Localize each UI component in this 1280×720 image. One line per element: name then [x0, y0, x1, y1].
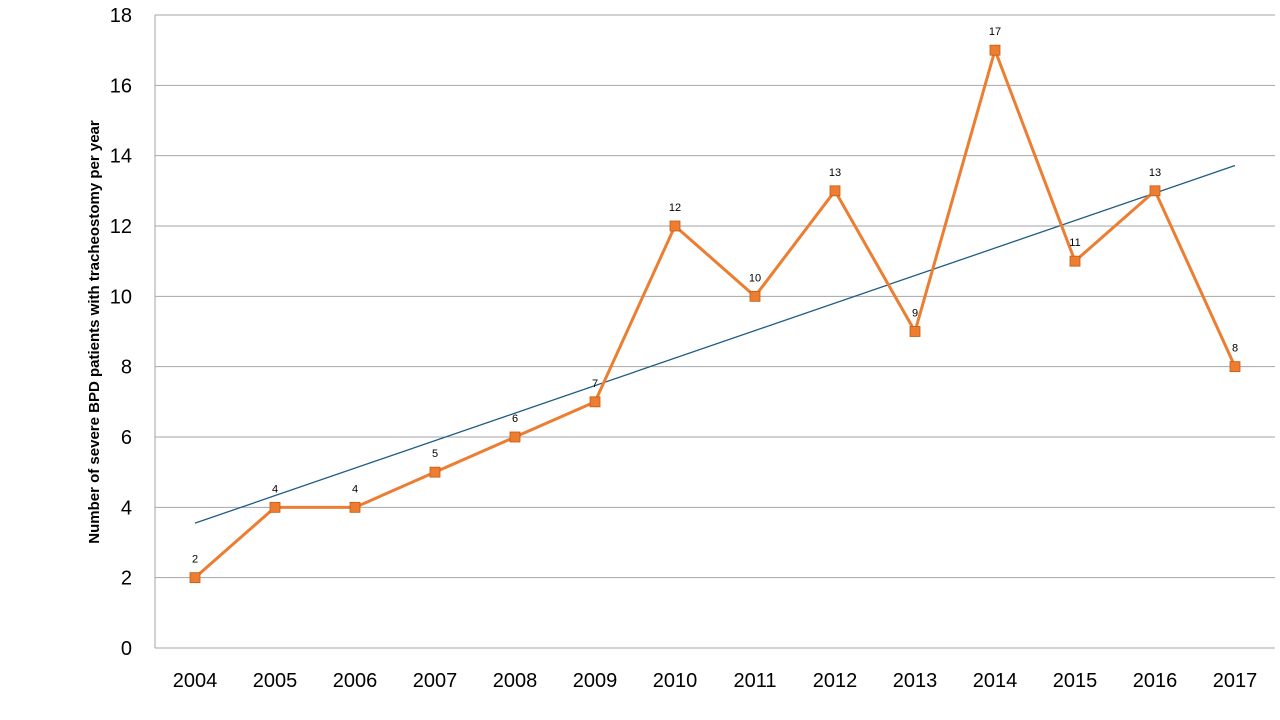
y-tick-label: 10 — [110, 286, 132, 308]
y-tick-label: 18 — [110, 5, 132, 27]
x-tick-label: 2005 — [253, 670, 298, 692]
series-layer — [189, 44, 1241, 584]
data-point-marker — [189, 572, 201, 584]
data-label: 13 — [1149, 167, 1161, 179]
x-tick-label: 2007 — [413, 670, 458, 692]
data-label: 2 — [192, 554, 198, 566]
x-tick-label: 2011 — [733, 670, 776, 692]
data-point-marker — [429, 466, 441, 478]
trendline — [194, 164, 1236, 524]
trendline-layer — [194, 164, 1236, 524]
data-labels: 2 4 4 5 6 7 12 10 13 9 17 11 13 8 — [192, 26, 1238, 566]
y-tick-label: 14 — [110, 146, 132, 168]
data-label: 10 — [749, 272, 761, 284]
data-label: 7 — [592, 378, 598, 390]
data-point-marker — [989, 44, 1001, 56]
series-line — [194, 48, 1237, 579]
x-tick-label: 2017 — [1213, 670, 1258, 692]
y-tick-label: 0 — [121, 638, 132, 660]
y-tick-label: 2 — [121, 568, 132, 590]
x-tick-label: 2009 — [573, 670, 618, 692]
data-label: 5 — [432, 448, 438, 460]
data-label: 8 — [1232, 343, 1238, 355]
data-point-marker — [669, 220, 681, 232]
y-tick-label: 8 — [121, 357, 132, 379]
data-label: 4 — [352, 483, 358, 495]
x-tick-label: 2006 — [333, 670, 378, 692]
data-label: 6 — [512, 413, 518, 425]
y-tick-label: 16 — [110, 75, 132, 97]
data-label: 12 — [669, 202, 681, 214]
x-tick-label: 2008 — [493, 670, 538, 692]
data-point-marker — [1229, 361, 1241, 373]
data-point-marker — [909, 326, 921, 337]
data-label: 4 — [272, 483, 278, 495]
x-tick-label: 2012 — [813, 670, 858, 692]
x-tick-label: 2016 — [1133, 670, 1178, 692]
x-tick-label: 2013 — [893, 670, 938, 692]
data-label: 11 — [1069, 237, 1080, 249]
y-tick-label: 12 — [110, 216, 132, 238]
x-tick-label: 2015 — [1053, 670, 1098, 692]
y-tick-label: 4 — [121, 497, 132, 519]
data-point-marker — [1149, 185, 1161, 197]
x-axis: 2004 2005 2006 2007 2008 2009 2010 2011 2012 2013… — [155, 647, 1275, 692]
data-point-marker — [1069, 255, 1081, 267]
x-tick-label: 2010 — [653, 670, 698, 692]
data-point-marker — [749, 290, 761, 302]
data-point-marker — [509, 431, 521, 443]
data-label: 17 — [989, 26, 1001, 38]
x-tick-label: 2004 — [173, 670, 218, 692]
data-point-marker — [269, 501, 281, 513]
data-point-marker — [589, 396, 601, 408]
data-point-marker — [829, 185, 841, 197]
data-label: 9 — [912, 308, 918, 320]
gridlines — [155, 14, 1275, 579]
data-point-marker — [349, 501, 361, 513]
x-tick-label: 2014 — [973, 670, 1018, 692]
y-axis-title: Number of severe BPD patients with trach… — [86, 120, 103, 544]
data-label: 13 — [829, 167, 841, 179]
y-axis: 0 2 4 6 8 10 12 14 16 18 — [110, 5, 156, 660]
y-tick-label: 6 — [121, 427, 132, 449]
